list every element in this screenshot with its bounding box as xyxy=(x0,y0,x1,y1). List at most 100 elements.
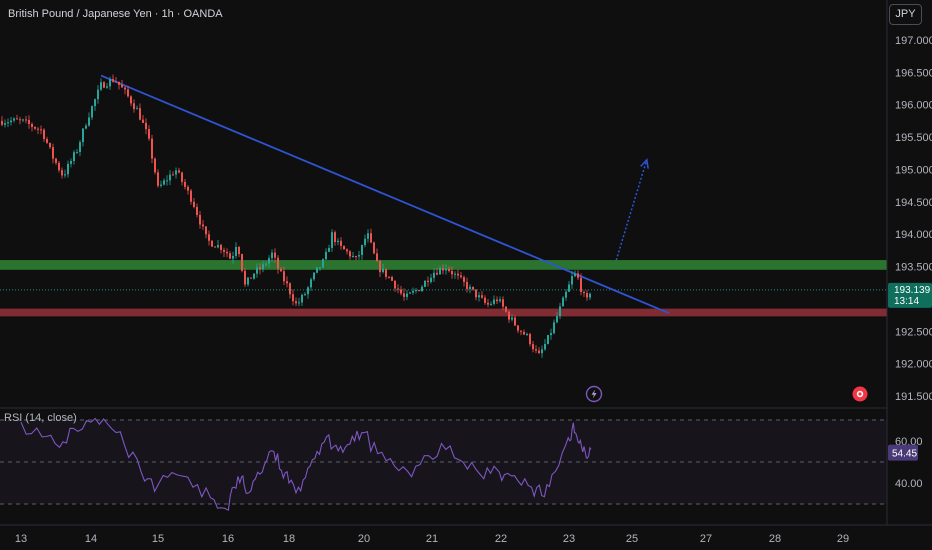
candle xyxy=(208,230,210,246)
candle xyxy=(424,280,426,288)
candle xyxy=(343,245,345,250)
rsi-last-value: 54.45 xyxy=(892,449,917,460)
candle xyxy=(73,150,75,165)
price-tick-label: 191.500 xyxy=(895,391,932,403)
projection-arrow[interactable] xyxy=(615,159,648,261)
candle xyxy=(451,266,453,279)
price-tick-label: 193.500 xyxy=(895,262,932,274)
candle xyxy=(187,184,189,195)
time-tick-label: 23 xyxy=(563,533,575,545)
price-tick-label: 195.000 xyxy=(895,164,932,176)
candle xyxy=(238,245,240,258)
candle xyxy=(421,285,423,293)
alert-icon[interactable] xyxy=(852,386,868,402)
time-tick-label: 27 xyxy=(700,533,712,545)
candle xyxy=(61,167,63,179)
time-tick-label: 25 xyxy=(626,533,638,545)
candle xyxy=(319,267,321,271)
candle xyxy=(280,266,282,272)
time-tick-label: 14 xyxy=(85,533,97,545)
time-tick-label: 28 xyxy=(769,533,781,545)
candle xyxy=(328,244,330,252)
candle xyxy=(205,226,207,239)
candle xyxy=(103,80,105,89)
candle xyxy=(19,116,21,125)
candle xyxy=(388,276,390,279)
candle xyxy=(133,99,135,113)
candle xyxy=(67,160,69,178)
currency-button[interactable]: JPY xyxy=(889,4,922,25)
price-axis[interactable]: 197.000 196.500 196.000 195.500 195.000 194.5… xyxy=(886,0,932,525)
candle xyxy=(94,98,96,111)
last-price-tag xyxy=(888,282,932,308)
candle xyxy=(322,258,324,269)
candle xyxy=(547,334,549,345)
candle xyxy=(523,329,525,336)
candle xyxy=(559,302,561,320)
candle xyxy=(250,277,252,279)
time-tick-label: 29 xyxy=(837,533,849,545)
candle xyxy=(409,291,411,294)
candle xyxy=(283,266,285,285)
candle xyxy=(316,267,318,274)
candle xyxy=(301,293,303,306)
candle xyxy=(349,250,351,260)
candle xyxy=(166,175,168,186)
candle xyxy=(577,270,579,281)
candle xyxy=(469,284,471,294)
candle xyxy=(256,263,258,278)
candle xyxy=(115,76,117,83)
candle xyxy=(466,277,468,293)
candle xyxy=(358,250,360,260)
candle xyxy=(274,248,276,263)
time-tick-label: 13 xyxy=(15,533,27,545)
candle xyxy=(520,330,522,336)
candle xyxy=(415,288,417,294)
candle xyxy=(40,125,42,135)
candle xyxy=(391,275,393,282)
candle xyxy=(307,286,309,299)
candle xyxy=(106,83,108,89)
candle xyxy=(175,167,177,179)
resistance-zone xyxy=(0,308,887,317)
rsi-pane[interactable] xyxy=(0,417,887,512)
price-tick-label: 196.000 xyxy=(895,100,932,112)
candle xyxy=(151,134,153,164)
candle xyxy=(154,157,156,175)
candle xyxy=(10,117,12,126)
candle xyxy=(265,261,267,267)
candle xyxy=(361,244,363,260)
candle xyxy=(85,123,87,130)
candle xyxy=(184,178,186,190)
candle xyxy=(418,289,420,292)
candle xyxy=(367,229,369,243)
time-axis[interactable]: 13 14 15 16 18 20 21 22 23 25 27 28 29 xyxy=(0,407,932,545)
candle xyxy=(88,112,90,127)
candle xyxy=(448,266,450,273)
candle xyxy=(43,128,45,142)
candle xyxy=(91,105,93,120)
candle xyxy=(562,296,564,307)
time-tick-label: 21 xyxy=(426,533,438,545)
candle xyxy=(433,268,435,282)
candle xyxy=(136,105,138,110)
candle xyxy=(232,251,234,264)
candle xyxy=(541,345,543,358)
candle xyxy=(16,114,18,120)
candle xyxy=(514,315,516,327)
candle xyxy=(76,148,78,154)
price-tick-label: 192.500 xyxy=(895,326,932,338)
candle xyxy=(79,140,81,157)
candle xyxy=(589,292,591,300)
candle xyxy=(160,180,162,188)
candle xyxy=(229,251,231,259)
candle xyxy=(406,289,408,301)
candle xyxy=(7,118,9,128)
candle xyxy=(373,241,375,255)
candle xyxy=(271,249,273,262)
candle xyxy=(262,260,264,273)
candle xyxy=(517,325,519,334)
candle xyxy=(346,248,348,255)
lightning-icon[interactable] xyxy=(585,385,603,403)
